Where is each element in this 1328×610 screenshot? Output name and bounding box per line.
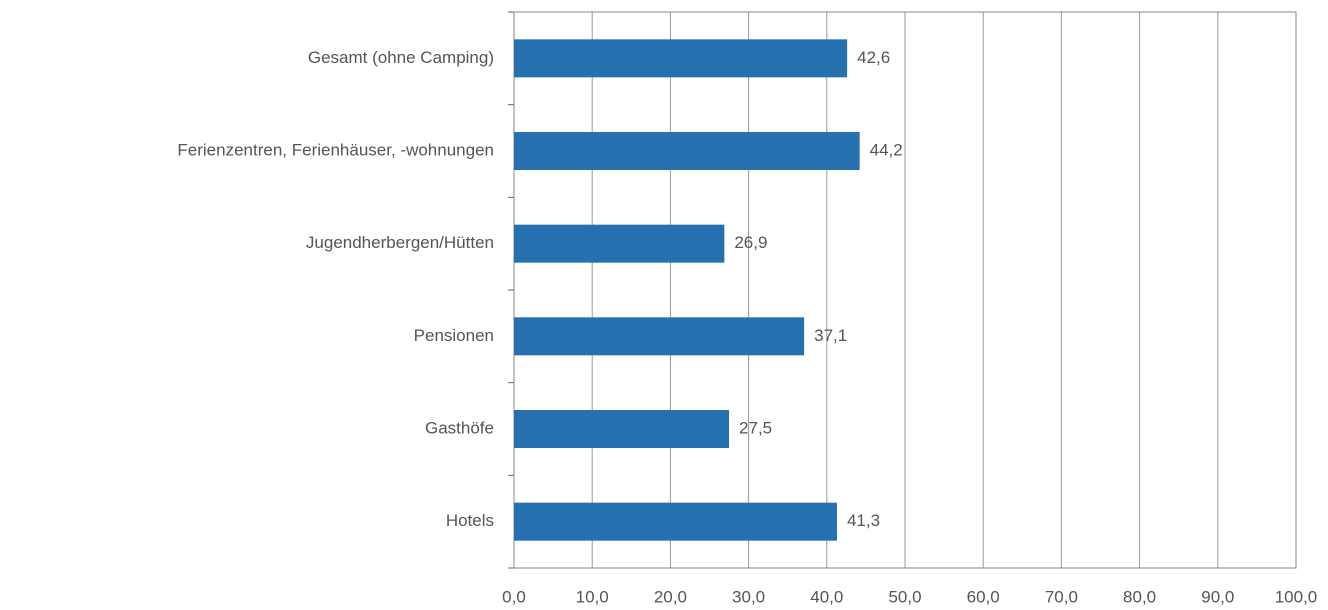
data-label: 44,2 <box>870 140 903 159</box>
x-tick-label: 30,0 <box>732 587 765 606</box>
y-tick-label: Ferienzentren, Ferienhäuser, -wohnungen <box>177 140 494 159</box>
data-label: 27,5 <box>739 418 772 437</box>
data-label: 26,9 <box>734 233 767 252</box>
data-label: 42,6 <box>857 48 890 67</box>
x-tick-label: 90,0 <box>1201 587 1234 606</box>
x-tick-label: 40,0 <box>810 587 843 606</box>
x-tick-label: 20,0 <box>654 587 687 606</box>
bar <box>514 39 848 78</box>
bar <box>514 132 860 170</box>
y-tick-label: Gasthöfe <box>425 418 494 437</box>
y-tick-label: Pensionen <box>414 326 494 345</box>
bar <box>514 502 837 541</box>
y-tick-label: Gesamt (ohne Camping) <box>308 48 494 67</box>
y-tick-label: Jugendherbergen/Hütten <box>306 233 494 252</box>
x-tick-label: 100,0 <box>1275 587 1318 606</box>
bar <box>514 317 805 356</box>
x-tick-label: 10,0 <box>576 587 609 606</box>
x-tick-label: 0,0 <box>502 587 526 606</box>
bar <box>514 224 725 263</box>
x-tick-label: 80,0 <box>1123 587 1156 606</box>
data-label: 41,3 <box>847 511 880 530</box>
data-label: 37,1 <box>814 326 847 345</box>
x-tick-label: 60,0 <box>967 587 1000 606</box>
bar <box>514 410 730 448</box>
x-tick-label: 70,0 <box>1045 587 1078 606</box>
x-tick-label: 50,0 <box>888 587 921 606</box>
y-tick-label: Hotels <box>446 511 494 530</box>
